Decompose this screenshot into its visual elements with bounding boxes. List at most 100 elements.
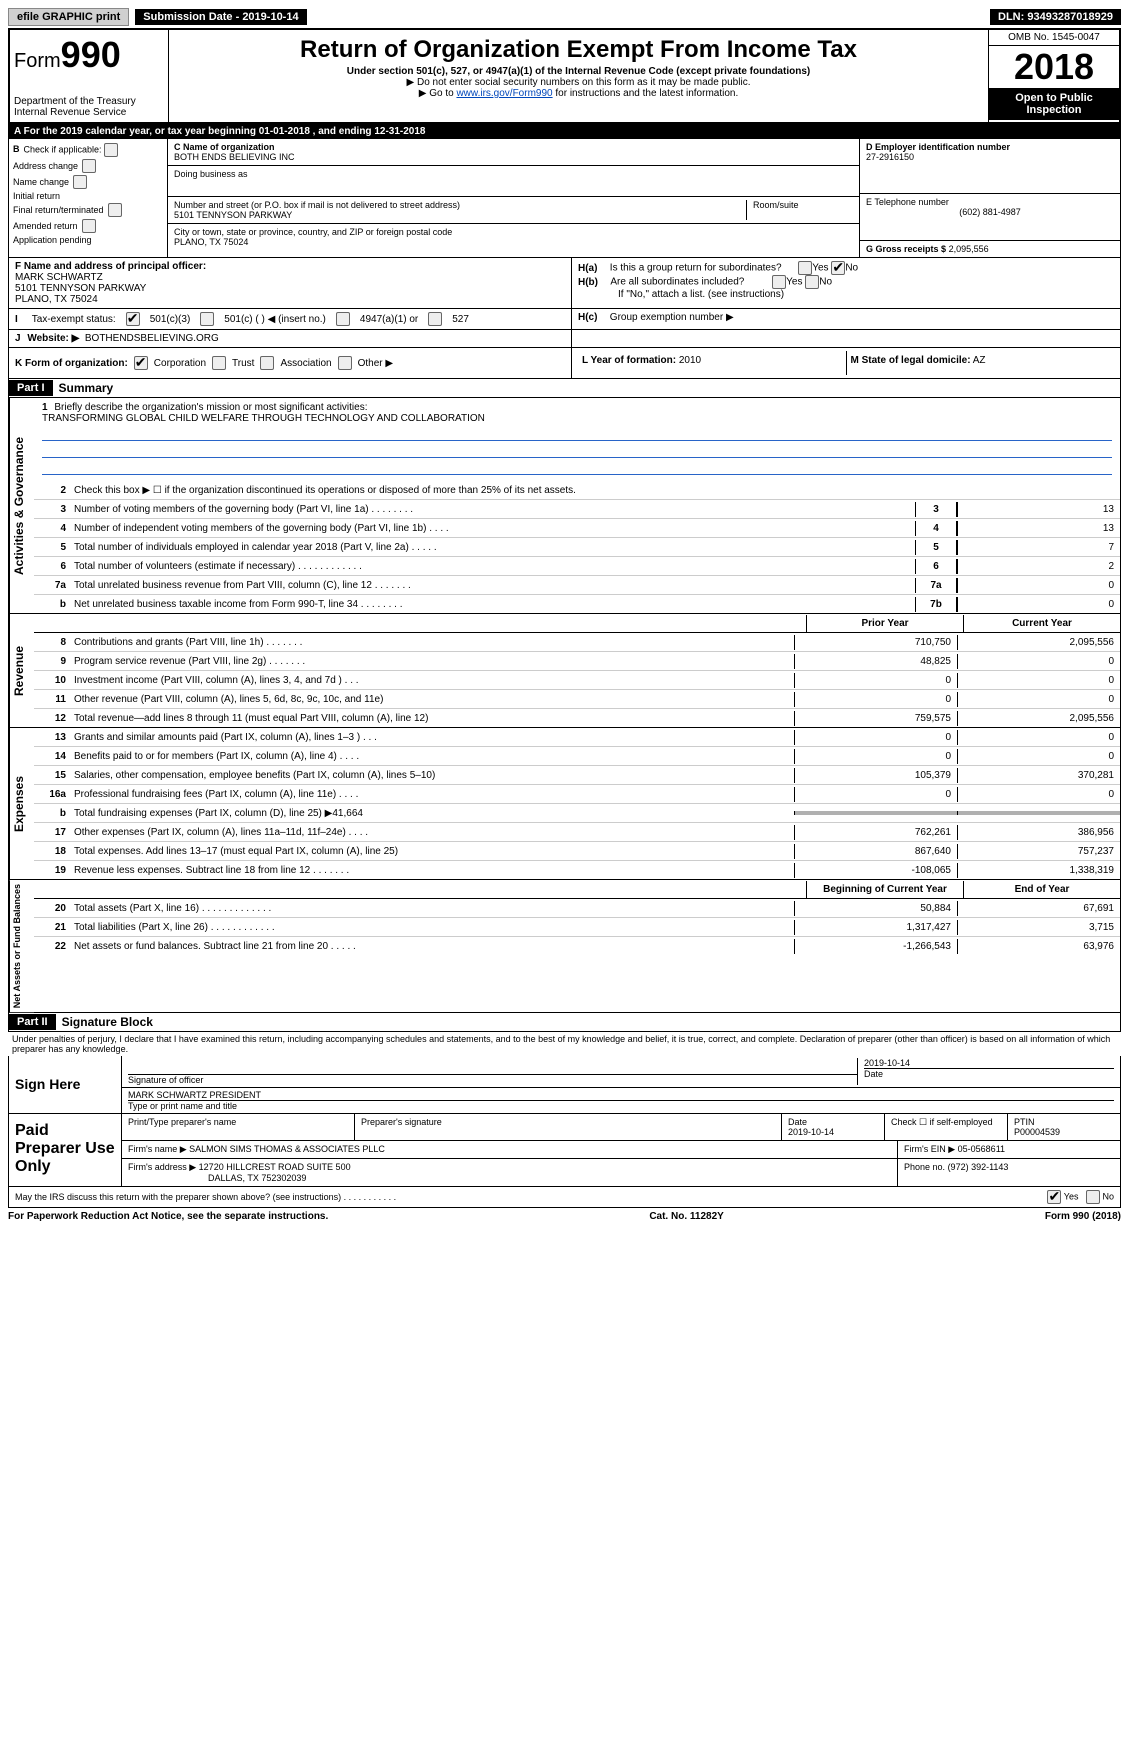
sig-date-label: Date: [864, 1069, 1114, 1079]
table-row: 8Contributions and grants (Part VIII, li…: [34, 633, 1120, 652]
state-domicile-label: M State of legal domicile:: [851, 355, 971, 366]
firm-name: SALMON SIMS THOMAS & ASSOCIATES PLLC: [189, 1144, 385, 1154]
chk-amended: Amended return: [13, 221, 78, 231]
table-row: 22Net assets or fund balances. Subtract …: [34, 937, 1120, 955]
page-footer: For Paperwork Reduction Act Notice, see …: [8, 1208, 1121, 1225]
dln: DLN: 93493287018929: [990, 9, 1121, 25]
line-2-desc: Check this box ▶ ☐ if the organization d…: [70, 483, 1120, 498]
checkbox-corp[interactable]: [134, 356, 148, 370]
checkbox-name[interactable]: [73, 175, 87, 189]
submission-date: Submission Date - 2019-10-14: [135, 9, 306, 25]
part2-header: Part II Signature Block: [8, 1013, 1121, 1032]
checkbox-discuss-no[interactable]: [1086, 1190, 1100, 1204]
checkbox-ha-no[interactable]: [831, 261, 845, 275]
sig-date: 2019-10-14: [864, 1058, 1114, 1069]
table-row: 11Other revenue (Part VIII, column (A), …: [34, 690, 1120, 709]
current-year-header: Current Year: [963, 615, 1120, 632]
checkbox-527[interactable]: [428, 312, 442, 326]
checkbox-4947[interactable]: [336, 312, 350, 326]
form-org-label: K Form of organization:: [15, 358, 128, 369]
open-public-badge: Open to Public Inspection: [989, 88, 1119, 120]
table-row: 9Program service revenue (Part VIII, lin…: [34, 652, 1120, 671]
checkbox-501c[interactable]: [200, 312, 214, 326]
gross-value: 2,095,556: [949, 244, 989, 254]
officer-name: MARK SCHWARTZ: [15, 272, 565, 283]
signature-block: Sign Here Signature of officer 2019-10-1…: [8, 1056, 1121, 1208]
street-label: Number and street (or P.O. box if mail i…: [174, 200, 746, 210]
row-f: F Name and address of principal officer:…: [8, 258, 1121, 309]
table-row: 18Total expenses. Add lines 13–17 (must …: [34, 842, 1120, 861]
table-row: 17Other expenses (Part IX, column (A), l…: [34, 823, 1120, 842]
check-self: Check ☐ if self-employed: [885, 1114, 1008, 1140]
checkbox-applicable[interactable]: [104, 143, 118, 157]
sign-here-label: Sign Here: [9, 1056, 122, 1113]
table-row: 19Revenue less expenses. Subtract line 1…: [34, 861, 1120, 879]
table-row: 6Total number of volunteers (estimate if…: [34, 557, 1120, 576]
end-year-header: End of Year: [963, 881, 1120, 898]
form-number: Form990: [14, 34, 164, 76]
table-row: 21Total liabilities (Part X, line 26) . …: [34, 918, 1120, 937]
firm-addr-label: Firm's address ▶: [128, 1162, 196, 1172]
ein-value: 27-2916150: [866, 152, 1114, 162]
sig-officer-label: Signature of officer: [128, 1075, 857, 1085]
omb-number: OMB No. 1545-0047: [989, 30, 1119, 46]
year-formation: 2010: [679, 355, 701, 366]
checkbox-hb-yes[interactable]: [772, 275, 786, 289]
tax-status-label: Tax-exempt status:: [32, 314, 116, 325]
checkbox-501c3[interactable]: [126, 312, 140, 326]
ptin-value: P00004539: [1014, 1127, 1114, 1137]
netassets-label: Net Assets or Fund Balances: [9, 880, 34, 1012]
prep-sig-label: Preparer's signature: [361, 1117, 775, 1127]
website-label: Website: ▶: [27, 333, 79, 344]
checkbox-final[interactable]: [108, 203, 122, 217]
irs-link[interactable]: www.irs.gov/Form990: [456, 88, 552, 99]
checkbox-amended[interactable]: [82, 219, 96, 233]
checkbox-discuss-yes[interactable]: [1047, 1190, 1061, 1204]
phone-value: (602) 881-4987: [866, 207, 1114, 217]
table-row: 16aProfessional fundraising fees (Part I…: [34, 785, 1120, 804]
year-formation-label: L Year of formation:: [582, 355, 676, 366]
table-row: 3Number of voting members of the governi…: [34, 500, 1120, 519]
prep-date-label: Date: [788, 1117, 878, 1127]
hb-label: Are all subordinates included?: [610, 277, 744, 288]
governance-section: Activities & Governance 1 Briefly descri…: [8, 398, 1121, 614]
chk-name-change: Name change: [13, 177, 69, 187]
table-row: 15Salaries, other compensation, employee…: [34, 766, 1120, 785]
dba-label: Doing business as: [174, 169, 853, 179]
part1-header: Part I Summary: [8, 379, 1121, 398]
prep-name-label: Print/Type preparer's name: [128, 1117, 348, 1127]
table-row: 20Total assets (Part X, line 16) . . . .…: [34, 899, 1120, 918]
chk-initial: Initial return: [13, 191, 60, 201]
table-row: 4Number of independent voting members of…: [34, 519, 1120, 538]
mission-label: Briefly describe the organization's miss…: [54, 402, 367, 413]
checkbox-ha-yes[interactable]: [798, 261, 812, 275]
revenue-section: Revenue Prior Year Current Year 8Contrib…: [8, 614, 1121, 728]
table-row: 10Investment income (Part VIII, column (…: [34, 671, 1120, 690]
row-k: K Form of organization: Corporation Trus…: [8, 348, 1121, 379]
hc-label: Group exemption number ▶: [610, 312, 734, 323]
beg-year-header: Beginning of Current Year: [806, 881, 963, 898]
netassets-section: Net Assets or Fund Balances Beginning of…: [8, 880, 1121, 1013]
checkbox-trust[interactable]: [212, 356, 226, 370]
officer-street: 5101 TENNYSON PARKWAY: [15, 283, 565, 294]
form-note-1: ▶ Do not enter social security numbers o…: [173, 77, 984, 88]
expenses-label: Expenses: [9, 728, 34, 879]
irs-label: Internal Revenue Service: [14, 107, 164, 118]
firm-ein: 05-0568611: [958, 1144, 1005, 1154]
checkbox-hb-no[interactable]: [805, 275, 819, 289]
checkbox-other[interactable]: [338, 356, 352, 370]
paid-preparer-label: Paid Preparer Use Only: [9, 1114, 122, 1186]
city-label: City or town, state or province, country…: [174, 227, 853, 237]
checkbox-address[interactable]: [82, 159, 96, 173]
checkbox-assoc[interactable]: [260, 356, 274, 370]
prep-date: 2019-10-14: [788, 1127, 878, 1137]
col-c-org-info: C Name of organization BOTH ENDS BELIEVI…: [168, 139, 859, 257]
website-value: BOTHENDSBELIEVING.ORG: [85, 333, 219, 344]
tax-year: 2018: [989, 46, 1119, 88]
gross-label: G Gross receipts $: [866, 244, 946, 254]
chk-pending: Application pending: [13, 235, 92, 245]
form-title: Return of Organization Exempt From Incom…: [173, 36, 984, 64]
efile-button[interactable]: efile GRAPHIC print: [8, 8, 129, 26]
table-row: bTotal fundraising expenses (Part IX, co…: [34, 804, 1120, 823]
ptin-label: PTIN: [1014, 1117, 1114, 1127]
